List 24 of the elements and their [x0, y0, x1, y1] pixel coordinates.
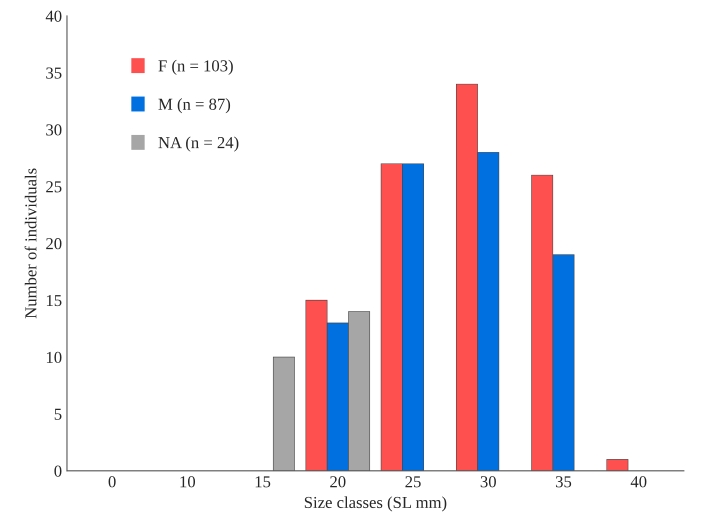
y-tick-label: 35: [46, 67, 62, 79]
y-axis-title: Number of individuals: [24, 168, 37, 318]
x-axis-title: Size classes (SL mm): [304, 496, 446, 512]
x-tick-label: 40: [630, 476, 646, 488]
legend-label: NA (n = 24): [158, 136, 238, 152]
y-tick-label: 40: [46, 10, 62, 22]
x-tick-label: 35: [556, 476, 572, 488]
legend-label: M (n = 87): [158, 98, 230, 114]
bar: [272, 356, 295, 471]
y-tick-label: 25: [46, 181, 62, 192]
y-tick-label: 15: [46, 294, 62, 306]
y-tick-label: 5: [54, 408, 62, 420]
x-tick-label: 15: [256, 476, 270, 488]
x-tick-label: 20: [330, 476, 346, 488]
x-tick-label: 0: [108, 476, 116, 488]
bar: [606, 459, 628, 471]
y-tick-label: 20: [46, 238, 62, 250]
y-tick-label: 30: [46, 124, 62, 136]
x-tick-label: 10: [180, 476, 196, 488]
y-tick-label: 0: [54, 466, 62, 477]
x-tick-label: 30: [480, 476, 496, 488]
x-tick-label: 25: [405, 476, 421, 488]
y-tick-label: 10: [46, 352, 62, 364]
legend-label: F (n = 103): [158, 60, 233, 75]
